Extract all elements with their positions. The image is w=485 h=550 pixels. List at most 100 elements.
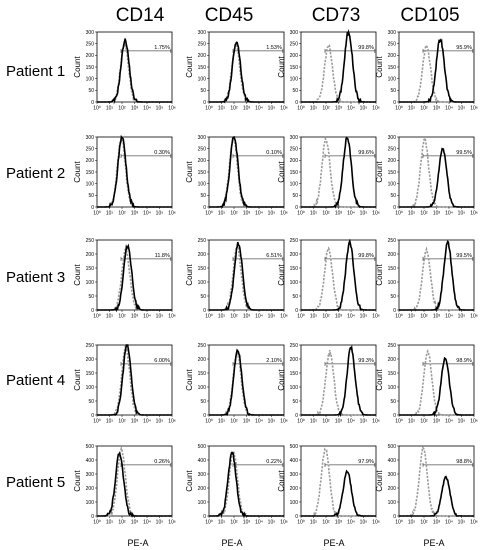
stained-histogram (97, 243, 172, 313)
y-tick-label: 300 (86, 135, 95, 141)
x-tick-label: 10⁰ (93, 520, 101, 526)
x-tick-label: 10¹ (106, 106, 114, 112)
x-tick-label: 10⁰ (297, 419, 305, 425)
x-tick-label: 10⁰ (395, 419, 403, 425)
x-axis-label: PE-A (423, 538, 444, 548)
y-tick-label: 150 (290, 170, 299, 176)
y-tick-label: 0 (91, 413, 94, 419)
gate-percentage: 0.30% (154, 150, 170, 156)
x-tick-label: 10² (322, 520, 330, 526)
y-tick-label: 0 (295, 514, 298, 520)
y-tick-label: 0 (393, 514, 396, 520)
stained-histogram (209, 348, 284, 417)
gate-percentage: 99.3% (358, 358, 374, 364)
y-tick-label: 250 (86, 146, 95, 152)
y-tick-label: 300 (86, 472, 95, 478)
x-tick-label: 10³ (433, 106, 441, 112)
histogram-panel: 0 50 100 150 200 250 10⁰ 10¹ 10² 10³ 10⁴ 10⁵ 10⁶ Coun… (73, 343, 176, 425)
control-histogram (97, 42, 172, 105)
y-tick-label: 200 (198, 53, 207, 59)
histogram-panel: 0 50 100 150 200 250 300 10⁰ 10¹ 10² 10³ 10⁴ 10⁵ 10⁶ C… (277, 29, 380, 112)
row-header-patient-5: Patient 5 (6, 474, 65, 491)
x-tick-label: 10³ (243, 520, 251, 526)
plot-frame (398, 445, 475, 517)
x-tick-label: 10² (230, 106, 238, 112)
x-tick-label: 10⁰ (93, 314, 101, 320)
y-axis-label: Count (185, 470, 194, 492)
x-tick-label: 10⁵ (268, 106, 276, 112)
x-tick-label: 10⁵ (268, 520, 276, 526)
x-tick-label: 10⁴ (143, 106, 151, 112)
plot-frame (208, 136, 285, 208)
y-tick-label: 400 (198, 458, 207, 464)
y-tick-label: 50 (292, 193, 298, 199)
gate-percentage: 99.8% (358, 45, 374, 51)
y-tick-label: 250 (388, 146, 397, 152)
y-tick-label: 300 (388, 135, 397, 141)
x-tick-label: 10⁶ (470, 211, 478, 217)
x-tick-label: 10⁵ (268, 314, 276, 320)
plot-frame (208, 344, 285, 416)
stained-histogram (209, 135, 284, 209)
x-tick-label: 10⁴ (255, 520, 263, 526)
y-tick-label: 250 (198, 238, 207, 244)
x-tick-label: 10³ (335, 314, 343, 320)
y-tick-label: 100 (86, 385, 95, 391)
row-headers: Patient 1 Patient 2 Patient 3 Patient 4 Pati… (6, 63, 65, 491)
x-tick-label: 10⁰ (297, 314, 305, 320)
histogram-panel: 0 50 100 150 200 250 300 10⁰ 10¹ 10² 10³ 10⁴ 10⁵ 10⁶ C… (375, 30, 478, 112)
histogram-panel: 0 50 100 150 200 250 10⁰ 10¹ 10² 10³ 10⁴ 10⁵ 10⁶ Coun… (73, 238, 176, 320)
x-tick-label: 10⁵ (156, 106, 164, 112)
y-tick-label: 150 (388, 65, 397, 71)
x-tick-label: 10² (322, 314, 330, 320)
x-tick-label: 10⁴ (255, 211, 263, 217)
y-tick-label: 300 (290, 472, 299, 478)
y-tick-label: 250 (86, 41, 95, 47)
y-tick-label: 100 (290, 280, 299, 286)
y-tick-label: 0 (295, 100, 298, 106)
x-tick-label: 10² (420, 314, 428, 320)
histogram-panel: 0 50 100 150 200 250 10⁰ 10¹ 10² 10³ 10⁴ 10⁵ 10⁶ Coun… (375, 238, 478, 320)
y-axis-label: Count (375, 470, 384, 492)
x-tick-label: 10⁶ (372, 211, 380, 217)
x-tick-label: 10⁶ (280, 211, 288, 217)
x-axis-label: PE-A (221, 538, 242, 548)
y-tick-label: 200 (290, 486, 299, 492)
row-header-patient-4: Patient 4 (6, 372, 65, 389)
y-tick-label: 0 (203, 205, 206, 211)
x-tick-label: 10⁵ (360, 520, 368, 526)
gate-percentage: 1.75% (154, 45, 170, 51)
x-tick-label: 10⁴ (445, 211, 453, 217)
y-tick-label: 50 (200, 88, 206, 94)
x-tick-label: 10³ (335, 106, 343, 112)
x-tick-label: 10¹ (408, 211, 416, 217)
y-tick-label: 200 (290, 252, 299, 258)
y-tick-label: 100 (198, 280, 207, 286)
x-tick-label: 10⁵ (458, 211, 466, 217)
x-tick-label: 10³ (335, 419, 343, 425)
x-tick-label: 10³ (433, 419, 441, 425)
y-tick-label: 50 (200, 399, 206, 405)
column-header-cd73: CD73 (312, 5, 361, 26)
x-tick-label: 10¹ (218, 106, 226, 112)
x-tick-label: 10¹ (408, 520, 416, 526)
x-tick-label: 10³ (243, 314, 251, 320)
x-tick-label: 10⁰ (205, 211, 213, 217)
gate-percentage: 0.26% (154, 459, 170, 465)
x-tick-label: 10¹ (218, 314, 226, 320)
gate-percentage: 98.9% (456, 358, 472, 364)
stained-histogram (399, 38, 474, 104)
gate-percentage: 2.10% (266, 358, 282, 364)
x-tick-label: 10² (420, 520, 428, 526)
y-tick-label: 500 (388, 444, 397, 450)
x-tick-label: 10¹ (106, 520, 114, 526)
x-tick-label: 10⁴ (143, 314, 151, 320)
y-tick-label: 150 (290, 65, 299, 71)
x-tick-label: 10⁶ (372, 106, 380, 112)
y-tick-label: 300 (388, 472, 397, 478)
y-tick-label: 500 (86, 444, 95, 450)
gate-percentage: 6.00% (154, 358, 170, 364)
y-tick-label: 250 (290, 238, 299, 244)
plot-frame (398, 136, 475, 208)
x-tick-label: 10¹ (218, 520, 226, 526)
